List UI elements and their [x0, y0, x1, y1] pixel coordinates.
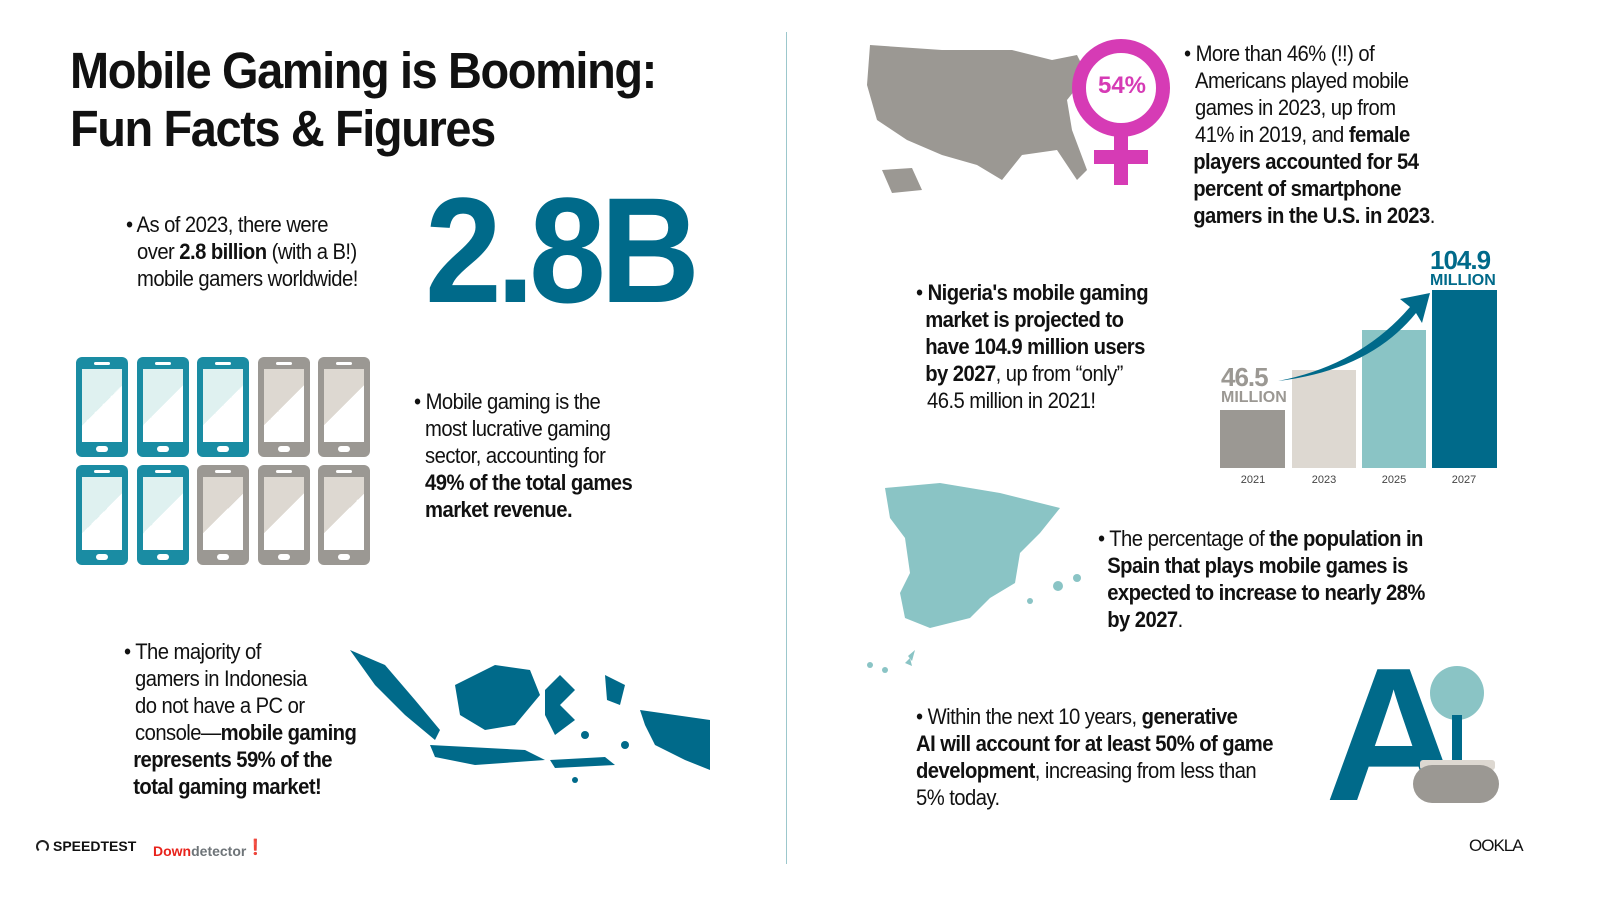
- female-share-badge: 54%: [1097, 72, 1147, 99]
- phone-icon-empty: [318, 465, 370, 565]
- phone-icon-empty: [197, 465, 249, 565]
- growth-arrow-icon: [1278, 293, 1430, 381]
- label-2021: 46.5 MILLION: [1221, 362, 1287, 406]
- indonesia-map: [350, 650, 710, 783]
- tick-2027: 2027: [1451, 474, 1477, 486]
- phone-icon-empty: [318, 357, 370, 457]
- fact-us: • More than 46% (!!) of Americans played…: [1184, 41, 1435, 228]
- page-title: Mobile Gaming is Booming: Fun Facts & Fig…: [70, 42, 657, 157]
- spain-map: [867, 483, 1081, 673]
- label-2027: 104.9 MILLION: [1430, 245, 1496, 289]
- joystick-icon: [1413, 666, 1499, 803]
- bar-2025: [1362, 330, 1426, 468]
- fact-ai: • Within the next 10 years, generative A…: [916, 704, 1274, 810]
- bar-2023: [1292, 370, 1356, 468]
- phone-icon-filled: [197, 357, 249, 457]
- fact-spain: • The percentage of the population in Sp…: [1098, 526, 1425, 632]
- female-symbol-icon: [1072, 39, 1170, 185]
- bar-2021: [1220, 410, 1285, 468]
- ookla-logo: OOKLA: [1469, 836, 1524, 855]
- bar-2027: [1432, 290, 1497, 468]
- stat-2-8b: 2.8B: [425, 166, 700, 334]
- downdetector-logo: Downdetector❗: [153, 839, 266, 859]
- phone-icon-filled: [136, 357, 189, 457]
- us-map: [867, 45, 1087, 193]
- tick-2025: 2025: [1381, 474, 1407, 486]
- fact-indonesia: • The majority of gamers in Indonesia do…: [124, 639, 357, 799]
- fact-gamers: • As of 2023, there were over 2.8 billio…: [126, 212, 358, 291]
- fact-revenue: • Mobile gaming is the most lucrative ga…: [414, 389, 633, 522]
- column-divider: [786, 32, 787, 864]
- tick-2021: 2021: [1240, 474, 1266, 486]
- phone-icon-filled: [76, 357, 128, 457]
- phone-icon-filled: [76, 465, 128, 565]
- tick-2023: 2023: [1311, 474, 1337, 486]
- alert-icon: ❗: [246, 839, 266, 856]
- phones-grid: [76, 357, 376, 567]
- gauge-icon: [36, 839, 49, 853]
- phone-icon-empty: [257, 465, 310, 565]
- phone-icon-filled: [136, 465, 189, 565]
- fact-nigeria: • Nigeria's mobile gaming market is proj…: [916, 280, 1149, 413]
- speedtest-logo: SPEEDTEST: [36, 838, 136, 854]
- phone-icon-empty: [257, 357, 310, 457]
